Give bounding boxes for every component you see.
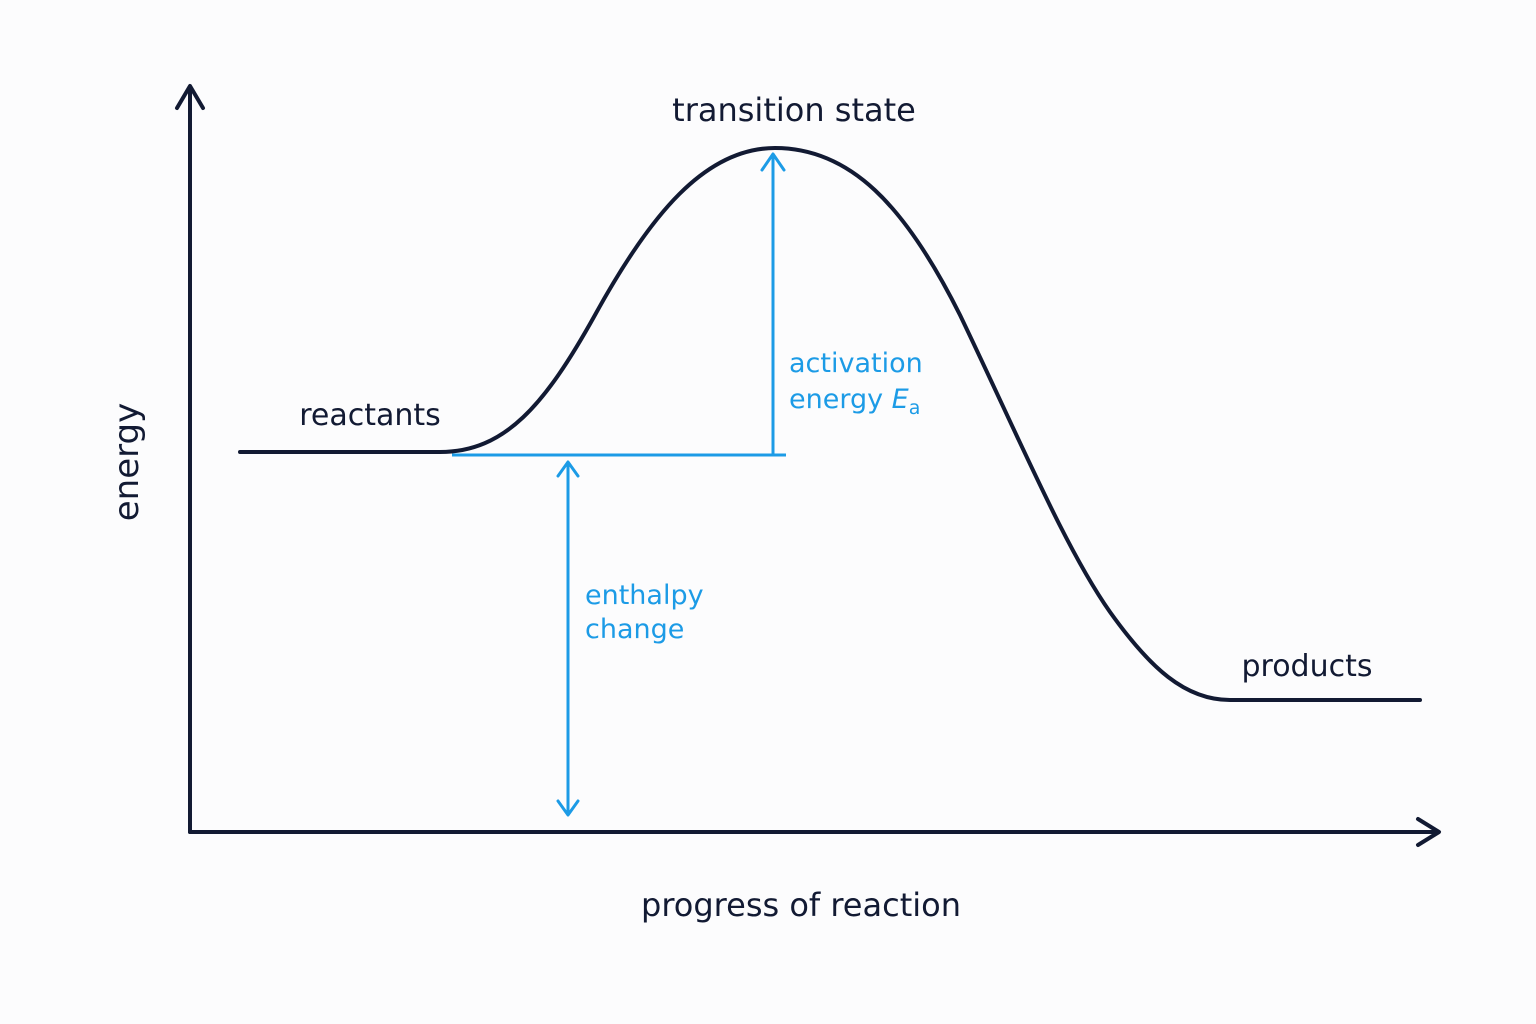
enthalpy-change-arrow — [556, 460, 580, 817]
y-axis — [175, 84, 205, 834]
activation-energy-label-line2: energy Ea — [789, 384, 920, 419]
activation-energy-label-line1: activation — [789, 348, 923, 379]
enthalpy-arrowhead-top — [556, 460, 580, 478]
energy-curve — [238, 146, 1422, 702]
activation-energy-subscript: a — [909, 397, 921, 419]
enthalpy-change-label-line1: enthalpy — [585, 580, 704, 611]
y-axis-arrowhead — [175, 84, 205, 110]
activation-energy-word: energy — [789, 384, 892, 415]
activation-energy-symbol: E — [892, 384, 909, 415]
products-label: products — [1241, 649, 1372, 684]
enthalpy-change-label-line2: change — [585, 614, 684, 645]
transition-state-label: transition state — [672, 91, 916, 129]
x-axis-arrowhead — [1416, 817, 1441, 847]
x-axis-label: progress of reaction — [641, 886, 961, 924]
activation-energy-arrow — [760, 152, 786, 455]
reactants-label: reactants — [299, 398, 441, 433]
activation-arrowhead — [760, 152, 786, 172]
y-axis-label: energy — [107, 403, 147, 521]
x-axis — [188, 817, 1441, 847]
enthalpy-arrowhead-bottom — [556, 799, 580, 817]
